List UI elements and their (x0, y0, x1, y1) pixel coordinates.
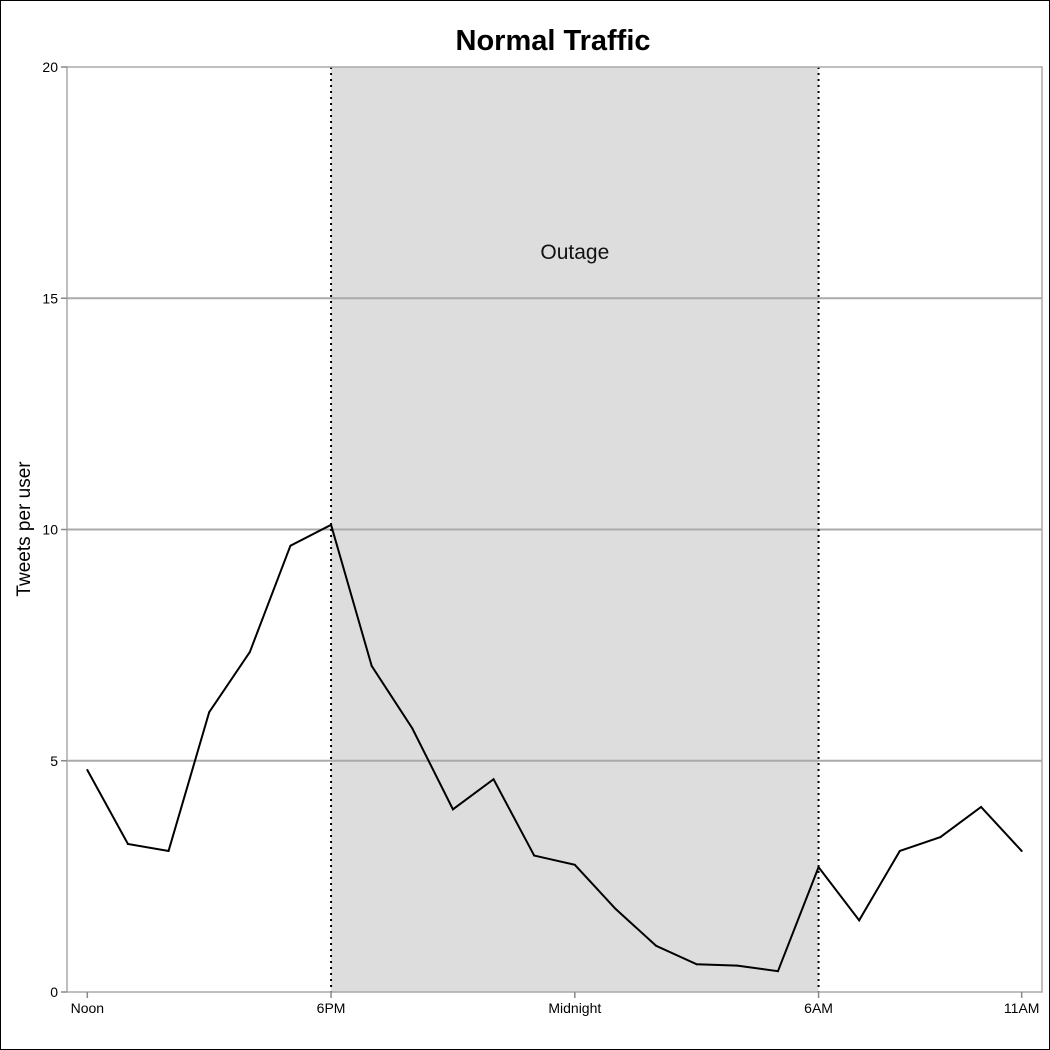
chart-title: Normal Traffic (456, 25, 651, 57)
outage-boundaries (330, 67, 820, 992)
x-tick-label: Noon (71, 1000, 104, 1016)
data-point (370, 664, 373, 667)
data-point (330, 523, 333, 526)
data-point (695, 963, 698, 966)
data-point (451, 808, 454, 811)
y-tick-label: 0 (50, 984, 58, 1000)
data-point (492, 778, 495, 781)
data-point (411, 727, 414, 730)
data-point (817, 866, 820, 869)
tick-labels: 0 5 10 15 20 Noon 6PM Midnight 6AM 11AM (42, 59, 1039, 1016)
y-tick-label: 20 (42, 59, 58, 75)
data-point (86, 769, 89, 771)
data-point (939, 836, 942, 839)
x-tick-label: Midnight (548, 1000, 601, 1016)
series-layer (86, 523, 1023, 973)
data-point (898, 849, 901, 852)
data-point (858, 919, 861, 922)
y-axis-label: Tweets per user (14, 461, 35, 597)
data-point (167, 849, 170, 852)
gridlines (67, 297, 1042, 762)
y-tick-label: 15 (42, 290, 58, 306)
data-point (655, 944, 658, 947)
outage-label: Outage (540, 241, 609, 264)
x-tick-label: 6AM (804, 1000, 833, 1016)
data-point (126, 843, 129, 845)
data-point (1020, 849, 1023, 852)
data-point (980, 806, 983, 808)
y-tick-label: 5 (50, 753, 58, 769)
data-point (248, 651, 251, 654)
y-tick-label: 10 (42, 522, 58, 538)
x-tick-label: 6PM (317, 1000, 346, 1016)
data-point (573, 863, 576, 866)
data-point (614, 907, 617, 910)
x-tick-label: 11AM (1004, 1000, 1040, 1016)
series-line (86, 523, 1023, 973)
data-point (736, 964, 739, 967)
data-point (776, 970, 779, 973)
data-point (533, 854, 536, 857)
axes (61, 66, 1043, 998)
data-point (208, 711, 211, 714)
data-point (289, 544, 292, 547)
